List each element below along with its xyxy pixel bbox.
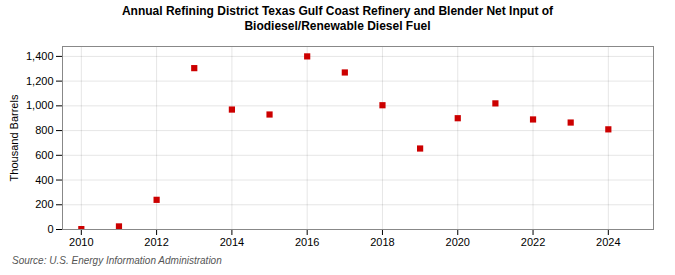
svg-text:1,000: 1,000 xyxy=(26,99,54,111)
svg-text:1,400: 1,400 xyxy=(26,50,54,62)
html-text:Annual Refining District Texas: Annual Refining District Texas Gulf Coas… xyxy=(121,4,554,33)
svg-text:Thousand Barrels: Thousand Barrels xyxy=(8,94,20,181)
svg-text:2014: 2014 xyxy=(220,236,244,248)
svg-text:2020: 2020 xyxy=(446,236,470,248)
svg-text:2010: 2010 xyxy=(69,236,93,248)
svg-text:2012: 2012 xyxy=(144,236,168,248)
svg-text:2024: 2024 xyxy=(596,236,620,248)
svg-text:800: 800 xyxy=(35,124,53,136)
svg-text:400: 400 xyxy=(35,174,53,186)
svg-text:2016: 2016 xyxy=(295,236,319,248)
svg-text:200: 200 xyxy=(35,198,53,210)
svg-text:0: 0 xyxy=(47,223,53,235)
svg-text:2018: 2018 xyxy=(370,236,394,248)
html-text:Source: U.S. Energy Informatio: Source: U.S. Energy Information Administ… xyxy=(12,255,222,266)
svg-text:600: 600 xyxy=(35,149,53,161)
svg-text:2022: 2022 xyxy=(521,236,545,248)
svg-text:1,200: 1,200 xyxy=(26,75,54,87)
